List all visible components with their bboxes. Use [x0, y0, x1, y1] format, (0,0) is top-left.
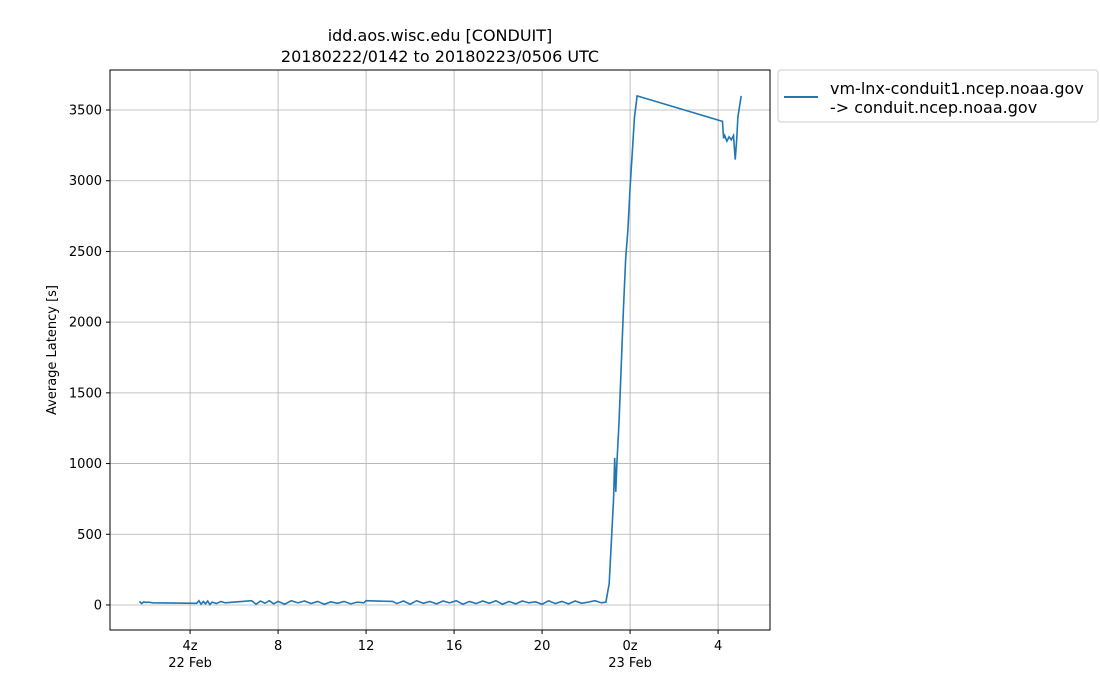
- chart-title: idd.aos.wisc.edu [CONDUIT]: [328, 26, 553, 45]
- line-series: [138, 94, 742, 606]
- x-tick-label: 0z 23 Feb: [608, 639, 652, 671]
- y-tick-label: 0: [94, 598, 102, 613]
- x-tick-label: 8: [274, 639, 282, 654]
- x-tick-label: 20: [534, 639, 551, 654]
- x-tick-label: 12: [358, 639, 375, 654]
- legend-label: vm-lnx-conduit1.ncep.noaa.gov -> conduit.…: [830, 79, 1084, 117]
- y-tick-label: 3500: [69, 104, 102, 119]
- y-tick-label: 2000: [69, 316, 102, 331]
- x-tick-label: 4: [714, 639, 722, 654]
- y-tick-label: 2500: [69, 245, 102, 260]
- y-tick-label: 500: [77, 528, 102, 543]
- chart-subtitle: 20180222/0142 to 20180223/0506 UTC: [281, 47, 599, 66]
- plot-frame: [109, 69, 771, 631]
- y-tick-label: 1000: [69, 457, 102, 472]
- y-axis-label: Average Latency [s]: [45, 285, 60, 415]
- y-tick-label: 3000: [69, 174, 102, 189]
- x-tick-label: 16: [446, 639, 463, 654]
- x-tick-label: 4z 22 Feb: [168, 639, 212, 671]
- y-tick-label: 1500: [69, 386, 102, 401]
- legend-box: [777, 69, 1099, 123]
